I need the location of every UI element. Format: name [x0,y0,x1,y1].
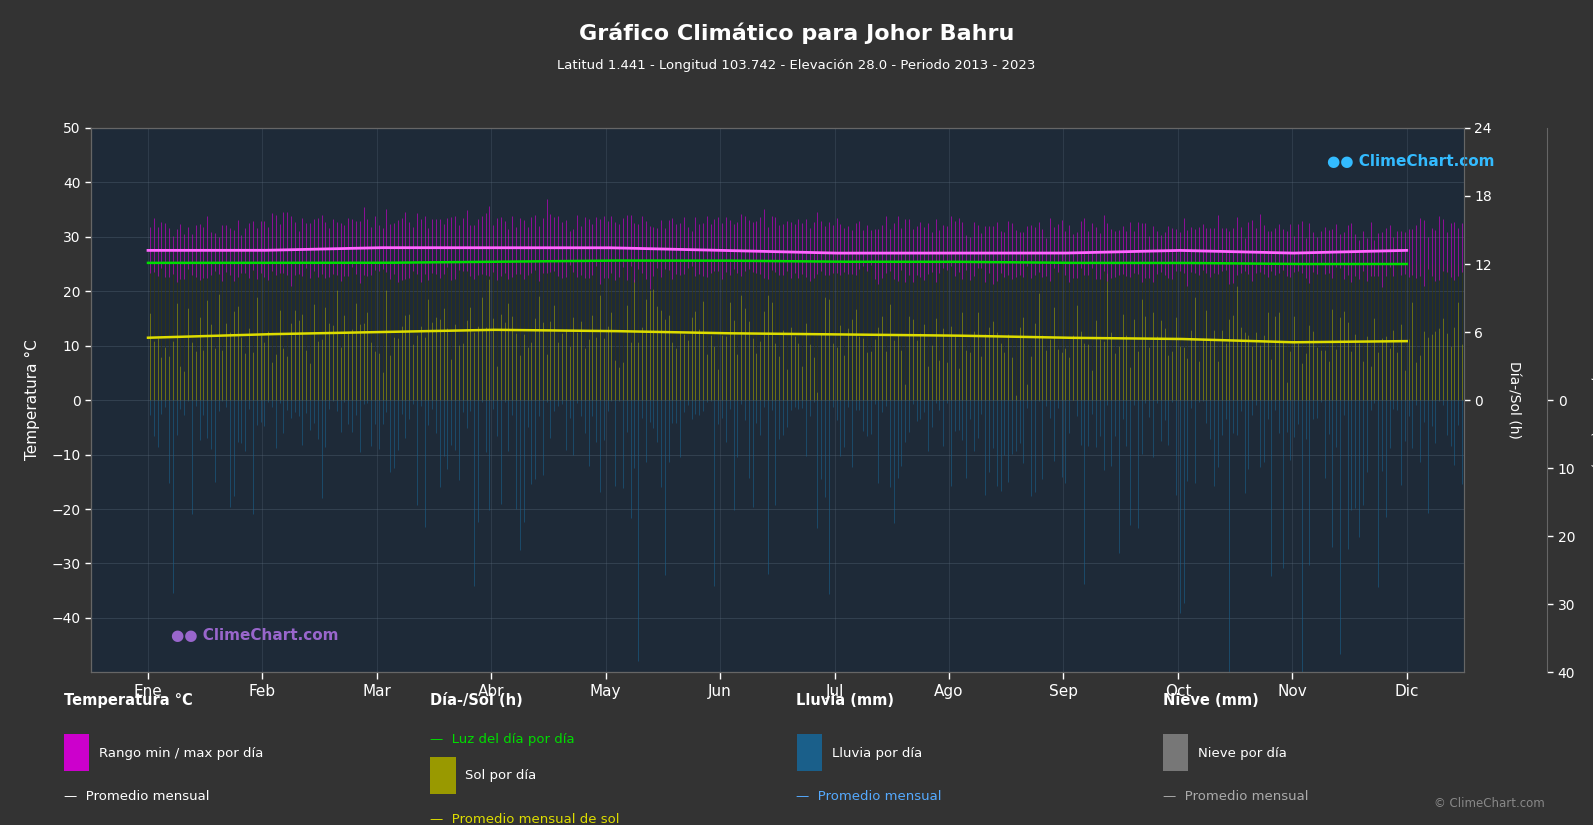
Y-axis label: Temperatura °C: Temperatura °C [25,340,40,460]
Text: —  Promedio mensual de sol: — Promedio mensual de sol [430,813,620,825]
Y-axis label: Lluvia / Nieve (mm): Lluvia / Nieve (mm) [1590,332,1593,469]
Y-axis label: Día-/Sol (h): Día-/Sol (h) [1505,361,1520,439]
Text: Nieve por día: Nieve por día [1198,747,1287,760]
Text: —  Promedio mensual: — Promedio mensual [64,790,209,804]
Text: —  Promedio mensual: — Promedio mensual [1163,790,1308,804]
Text: Lluvia (mm): Lluvia (mm) [796,693,895,709]
Text: —  Promedio mensual: — Promedio mensual [796,790,941,804]
Text: Gráfico Climático para Johor Bahru: Gráfico Climático para Johor Bahru [578,22,1015,44]
Text: Día-/Sol (h): Día-/Sol (h) [430,693,523,709]
Text: Latitud 1.441 - Longitud 103.742 - Elevación 28.0 - Periodo 2013 - 2023: Latitud 1.441 - Longitud 103.742 - Eleva… [558,59,1035,72]
Text: Rango min / max por día: Rango min / max por día [99,747,263,760]
Text: Temperatura °C: Temperatura °C [64,693,193,709]
Text: Lluvia por día: Lluvia por día [832,747,922,760]
Text: ●● ClimeChart.com: ●● ClimeChart.com [1327,154,1494,169]
Text: —  Luz del día por día: — Luz del día por día [430,733,575,747]
Text: Nieve (mm): Nieve (mm) [1163,693,1258,709]
Text: © ClimeChart.com: © ClimeChart.com [1434,797,1545,810]
Text: Sol por día: Sol por día [465,769,537,782]
Text: ●● ClimeChart.com: ●● ClimeChart.com [170,628,338,643]
